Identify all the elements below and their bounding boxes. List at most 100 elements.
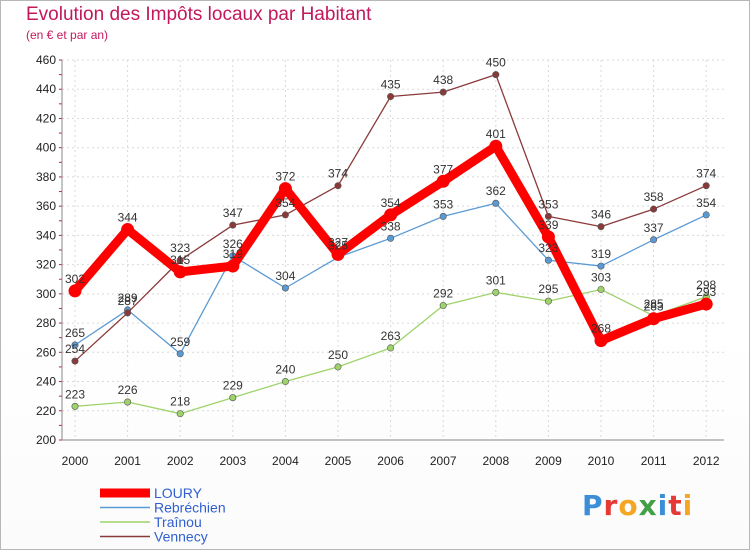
data-label: 354 [381, 196, 401, 210]
data-point [594, 334, 608, 348]
x-tick-label: 2000 [62, 454, 89, 468]
data-label: 338 [381, 219, 401, 233]
data-point [597, 223, 605, 231]
chart-subtitle: (en € et par an) [26, 28, 109, 42]
data-point [121, 223, 135, 237]
data-point [124, 309, 132, 317]
data-label: 229 [223, 379, 243, 393]
data-label: 302 [65, 272, 85, 286]
y-tick-label: 360 [36, 199, 56, 213]
legend-label: Traînou [154, 514, 202, 530]
data-point [492, 71, 500, 79]
data-point [124, 398, 132, 406]
data-point [436, 174, 450, 188]
logo-letter: i [682, 489, 694, 522]
y-tick-label: 460 [36, 53, 56, 67]
data-point [334, 182, 342, 190]
logo-letter: r [603, 489, 619, 522]
data-point [544, 256, 552, 264]
data-point [489, 139, 503, 153]
data-point [331, 247, 345, 261]
data-label: 303 [591, 270, 611, 284]
data-point [702, 211, 710, 219]
data-point [334, 363, 342, 371]
y-tick-label: 440 [36, 82, 56, 96]
data-label: 323 [538, 241, 558, 255]
x-tick-label: 2011 [641, 454, 667, 468]
data-point [176, 350, 184, 358]
data-label: 323 [170, 241, 190, 255]
data-label: 263 [381, 329, 401, 343]
data-label: 289 [118, 291, 138, 305]
y-tick-label: 420 [36, 111, 56, 125]
logo-letter: x [638, 489, 658, 522]
data-point [173, 265, 187, 279]
legend-label: LOURY [154, 485, 203, 501]
data-label: 315 [170, 253, 190, 267]
data-point [439, 88, 447, 96]
data-label: 353 [538, 197, 558, 211]
x-tick-label: 2010 [588, 454, 615, 468]
data-point [71, 341, 79, 349]
data-label: 344 [118, 211, 138, 225]
data-point [71, 357, 79, 365]
data-point [384, 208, 398, 222]
data-label: 354 [275, 196, 295, 210]
legend-label: Rebréchien [154, 500, 226, 516]
x-tick-label: 2002 [167, 454, 194, 468]
data-point [439, 212, 447, 220]
data-label: 372 [275, 170, 295, 184]
legend-label: Vennecy [154, 529, 208, 545]
data-point [541, 230, 555, 244]
logo-letter: t [668, 489, 683, 522]
data-label: 268 [591, 322, 611, 336]
data-point [71, 402, 79, 410]
x-tick-label: 2007 [430, 454, 457, 468]
data-label: 358 [644, 190, 664, 204]
data-label: 325 [328, 238, 348, 252]
x-tick-label: 2005 [325, 454, 352, 468]
data-label: 435 [381, 78, 401, 92]
data-point [647, 312, 661, 326]
y-tick-label: 200 [36, 433, 56, 447]
data-point [229, 394, 237, 402]
data-point [597, 285, 605, 293]
y-tick-label: 280 [36, 316, 56, 330]
data-label: 374 [696, 167, 716, 181]
data-label: 301 [486, 273, 506, 287]
data-label: 337 [644, 221, 664, 235]
data-point [650, 236, 658, 244]
data-point [176, 256, 184, 264]
data-label: 304 [275, 269, 295, 283]
series-lines [68, 71, 713, 418]
data-label: 374 [328, 167, 348, 181]
data-label: 354 [696, 196, 716, 210]
data-label: 283 [644, 300, 664, 314]
x-tick-label: 2006 [377, 454, 404, 468]
y-tick-label: 260 [36, 345, 56, 359]
logo-letter: i [657, 489, 669, 522]
data-point [229, 221, 237, 229]
data-label: 292 [433, 287, 453, 301]
data-label: 438 [433, 73, 453, 87]
data-label: 401 [486, 127, 506, 141]
y-tick-label: 400 [36, 141, 56, 155]
data-point [68, 284, 82, 298]
data-label: 240 [275, 363, 295, 377]
data-label: 293 [696, 285, 716, 299]
data-label: 362 [486, 184, 506, 198]
x-tick-label: 2003 [219, 454, 246, 468]
axes: 200 220 240 260 280 300 320 340 360 380 400 420 440 4… [36, 53, 724, 468]
y-tick-label: 240 [36, 375, 56, 389]
y-tick-label: 380 [36, 170, 56, 184]
chart-title: Evolution des Impôts locaux par Habitant [26, 4, 372, 25]
data-point [387, 234, 395, 242]
data-label: 377 [433, 162, 453, 176]
data-point [492, 199, 500, 207]
logo-letter: P [582, 489, 604, 522]
y-tick-label: 300 [36, 287, 56, 301]
data-point [387, 344, 395, 352]
